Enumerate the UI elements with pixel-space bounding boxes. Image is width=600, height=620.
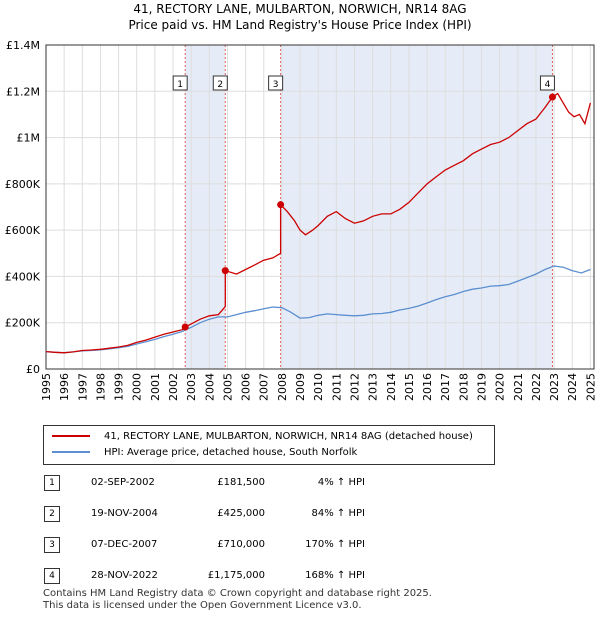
x-tick-label: 2019 bbox=[475, 373, 488, 401]
sale-label-box bbox=[212, 75, 228, 91]
price-chart: 1 2 3 4 £0 £200K £400K £600K £800K £1M £1.2M £1.4M 1… bbox=[5, 39, 598, 401]
sale-date: 19-NOV-2004 bbox=[91, 508, 158, 519]
x-tick-label: 2007 bbox=[258, 373, 271, 401]
sale-hpi-change: 170% ↑ HPI bbox=[305, 539, 365, 550]
footer-copyright: Contains HM Land Registry data © Crown c… bbox=[43, 588, 432, 599]
x-tick-label: 2020 bbox=[494, 373, 507, 401]
y-tick-label: £1M bbox=[17, 132, 41, 145]
sale-label: 2 bbox=[217, 80, 223, 90]
sale-price: £181,500 bbox=[217, 477, 265, 488]
x-tick-label: 2022 bbox=[530, 373, 543, 401]
legend-label-hpi: HPI: Average price, detached house, Sout… bbox=[104, 447, 358, 458]
table-row: 1 02-SEP-2002 £181,500 4% ↑ HPI bbox=[43, 472, 463, 494]
x-tick-label: 1996 bbox=[58, 373, 71, 401]
x-tick-label: 2013 bbox=[367, 373, 380, 401]
x-tick-label: 2005 bbox=[221, 373, 234, 401]
table-row: 2 19-NOV-2004 £425,000 84% ↑ HPI bbox=[43, 503, 463, 525]
sale-date: 02-SEP-2002 bbox=[91, 477, 155, 488]
x-tick-label: 2011 bbox=[330, 373, 343, 401]
x-tick-label: 1999 bbox=[113, 373, 126, 401]
x-tick-label: 2014 bbox=[385, 373, 398, 401]
y-tick-label: £200K bbox=[5, 317, 41, 330]
x-tick-label: 2003 bbox=[185, 373, 198, 401]
sale-number-badge: 1 bbox=[44, 475, 60, 491]
table-row: 3 07-DEC-2007 £710,000 170% ↑ HPI bbox=[43, 534, 463, 556]
x-tick-label: 2018 bbox=[457, 373, 470, 401]
plot-frame bbox=[45, 44, 595, 370]
y-tick-label: £600K bbox=[5, 224, 41, 237]
sale-label: 3 bbox=[273, 80, 279, 90]
sale-point bbox=[277, 201, 285, 209]
x-tick-label: 2004 bbox=[203, 373, 216, 401]
x-tick-label: 2002 bbox=[167, 373, 180, 401]
ownership-shade bbox=[280, 45, 553, 369]
sale-label-box bbox=[268, 75, 284, 91]
sale-hpi-change: 168% ↑ HPI bbox=[305, 570, 365, 581]
sale-point bbox=[181, 323, 189, 331]
legend-swatch-hpi bbox=[52, 451, 90, 453]
sale-label: 1 bbox=[177, 80, 183, 90]
sale-price: £1,175,000 bbox=[207, 570, 265, 581]
sale-point bbox=[548, 93, 556, 101]
x-tick-label: 2021 bbox=[512, 373, 525, 401]
x-tick-label: 1997 bbox=[76, 373, 89, 401]
sale-point bbox=[221, 267, 229, 275]
sale-date: 07-DEC-2007 bbox=[91, 539, 158, 550]
x-tick-label: 2024 bbox=[566, 373, 579, 401]
sale-label-box bbox=[539, 75, 555, 91]
sale-number-badge: 3 bbox=[44, 537, 60, 553]
x-tick-label: 2010 bbox=[312, 373, 325, 401]
sale-label: 4 bbox=[545, 80, 551, 90]
y-tick-label: £800K bbox=[5, 178, 41, 191]
x-tick-label: 2006 bbox=[240, 373, 253, 401]
x-tick-label: 2023 bbox=[548, 373, 561, 401]
y-tick-label: £1.4M bbox=[6, 39, 40, 52]
sale-number-badge: 4 bbox=[44, 568, 60, 584]
x-tick-label: 1998 bbox=[94, 373, 107, 401]
x-tick-label: 2015 bbox=[403, 373, 416, 401]
x-tick-label: 2016 bbox=[421, 373, 434, 401]
legend-item-property: 41, RECTORY LANE, MULBARTON, NORWICH, NR… bbox=[52, 430, 473, 444]
footer-licence: This data is licensed under the Open Gov… bbox=[43, 600, 362, 611]
table-row: 4 28-NOV-2022 £1,175,000 168% ↑ HPI bbox=[43, 565, 463, 587]
x-tick-label: 2000 bbox=[131, 373, 144, 401]
sale-price: £425,000 bbox=[217, 508, 265, 519]
x-tick-label: 2008 bbox=[276, 373, 289, 401]
y-tick-label: £1.2M bbox=[6, 85, 40, 98]
sale-price: £710,000 bbox=[217, 539, 265, 550]
legend-swatch-property bbox=[52, 435, 90, 437]
legend-label-property: 41, RECTORY LANE, MULBARTON, NORWICH, NR… bbox=[104, 431, 473, 442]
y-tick-label: £400K bbox=[5, 270, 41, 283]
chart-legend: 41, RECTORY LANE, MULBARTON, NORWICH, NR… bbox=[43, 425, 495, 465]
legend-item-hpi: HPI: Average price, detached house, Sout… bbox=[52, 446, 357, 460]
x-tick-label: 2025 bbox=[584, 373, 597, 401]
sale-hpi-change: 84% ↑ HPI bbox=[311, 508, 365, 519]
x-tick-label: 2017 bbox=[439, 373, 452, 401]
hpi-series-line bbox=[45, 265, 591, 354]
sale-label-box bbox=[172, 75, 188, 91]
sale-hpi-change: 4% ↑ HPI bbox=[317, 477, 365, 488]
y-tick-label: £0 bbox=[26, 363, 40, 376]
sale-date: 28-NOV-2022 bbox=[91, 570, 158, 581]
sale-number-badge: 2 bbox=[44, 506, 60, 522]
x-tick-label: 2001 bbox=[149, 373, 162, 401]
x-tick-label: 1995 bbox=[40, 373, 53, 401]
chart-title-line1: 41, RECTORY LANE, MULBARTON, NORWICH, NR… bbox=[133, 2, 467, 16]
chart-title-line2: Price paid vs. HM Land Registry's House … bbox=[128, 18, 472, 32]
x-tick-label: 2009 bbox=[294, 373, 307, 401]
x-tick-label: 2012 bbox=[348, 373, 361, 401]
property-series-line bbox=[45, 92, 592, 354]
